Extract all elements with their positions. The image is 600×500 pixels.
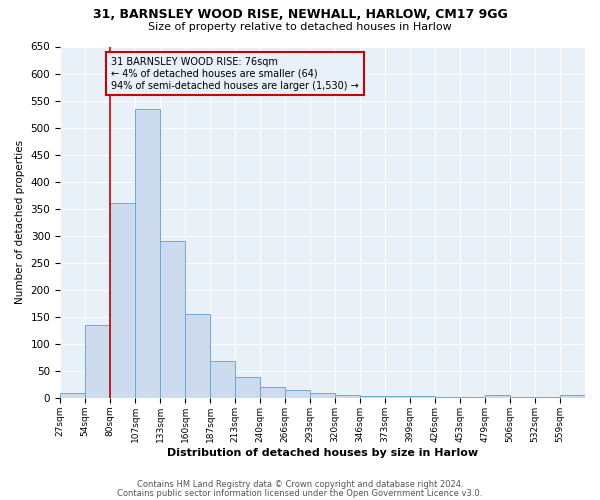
Bar [460, 397, 485, 398]
Bar [385, 396, 410, 398]
Bar [160, 241, 185, 398]
Bar [260, 387, 285, 398]
Bar [110, 204, 135, 398]
Bar [235, 378, 260, 398]
Bar [560, 395, 585, 398]
Bar [335, 394, 360, 398]
Bar [85, 325, 110, 398]
Text: Contains public sector information licensed under the Open Government Licence v3: Contains public sector information licen… [118, 489, 482, 498]
Bar [135, 108, 160, 398]
Bar [410, 396, 435, 398]
Bar [510, 397, 535, 398]
Bar [435, 397, 460, 398]
Bar [210, 361, 235, 398]
Bar [285, 390, 310, 398]
Text: 31, BARNSLEY WOOD RISE, NEWHALL, HARLOW, CM17 9GG: 31, BARNSLEY WOOD RISE, NEWHALL, HARLOW,… [92, 8, 508, 20]
Bar [360, 396, 385, 398]
Y-axis label: Number of detached properties: Number of detached properties [15, 140, 25, 304]
Bar [310, 392, 335, 398]
Bar [60, 392, 85, 398]
Text: Contains HM Land Registry data © Crown copyright and database right 2024.: Contains HM Land Registry data © Crown c… [137, 480, 463, 489]
Text: 31 BARNSLEY WOOD RISE: 76sqm
← 4% of detached houses are smaller (64)
94% of sem: 31 BARNSLEY WOOD RISE: 76sqm ← 4% of det… [111, 58, 359, 90]
Text: Size of property relative to detached houses in Harlow: Size of property relative to detached ho… [148, 22, 452, 32]
Bar [535, 397, 560, 398]
Bar [185, 314, 210, 398]
Bar [485, 395, 510, 398]
X-axis label: Distribution of detached houses by size in Harlow: Distribution of detached houses by size … [167, 448, 478, 458]
